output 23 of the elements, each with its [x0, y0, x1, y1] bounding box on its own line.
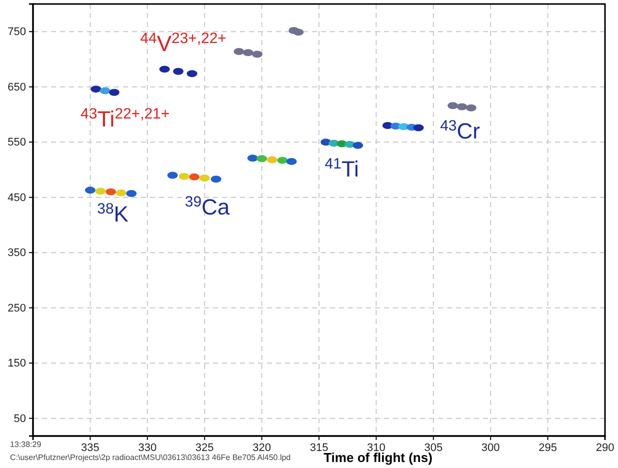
annotation: $^{44}$V$^{23+,22+}$ — [140, 30, 226, 56]
y-tick-label: 550 — [8, 136, 26, 149]
annotation: $^{41}$Ti — [324, 154, 359, 182]
y-tick-label: 150 — [8, 358, 26, 370]
text: C:\user\Pfutzner\Projects\2p radioact\MSU\03613\03613 46Fe Be705 Al450.lpd — [10, 453, 291, 462]
y-tick-label: 50 — [14, 412, 26, 425]
x-tick-label: 325 — [195, 442, 214, 454]
x-tick-label: 300 — [481, 442, 500, 454]
x-tick-label: 290 — [596, 442, 614, 454]
annotation: $^{43}$Cr — [440, 116, 480, 144]
x-tick-label: 320 — [252, 442, 271, 454]
x-tick-label: 335 — [81, 442, 100, 454]
y-tick-label: 750 — [8, 26, 26, 38]
annotation: $^{39}$Ca — [184, 193, 230, 220]
annotation: $^{38}$K — [97, 200, 129, 227]
x-tick-label: 330 — [138, 442, 157, 454]
y-tick-label: 450 — [8, 192, 26, 204]
y-tick-label: 250 — [8, 302, 26, 314]
x-tick-label: 295 — [538, 442, 557, 454]
y-tick-label: 650 — [8, 81, 26, 94]
annotation: $^{43}$Ti$^{22+,21+}$ — [80, 104, 170, 132]
text: 13:38:29 — [10, 440, 42, 449]
y-tick-label: 350 — [8, 247, 26, 260]
